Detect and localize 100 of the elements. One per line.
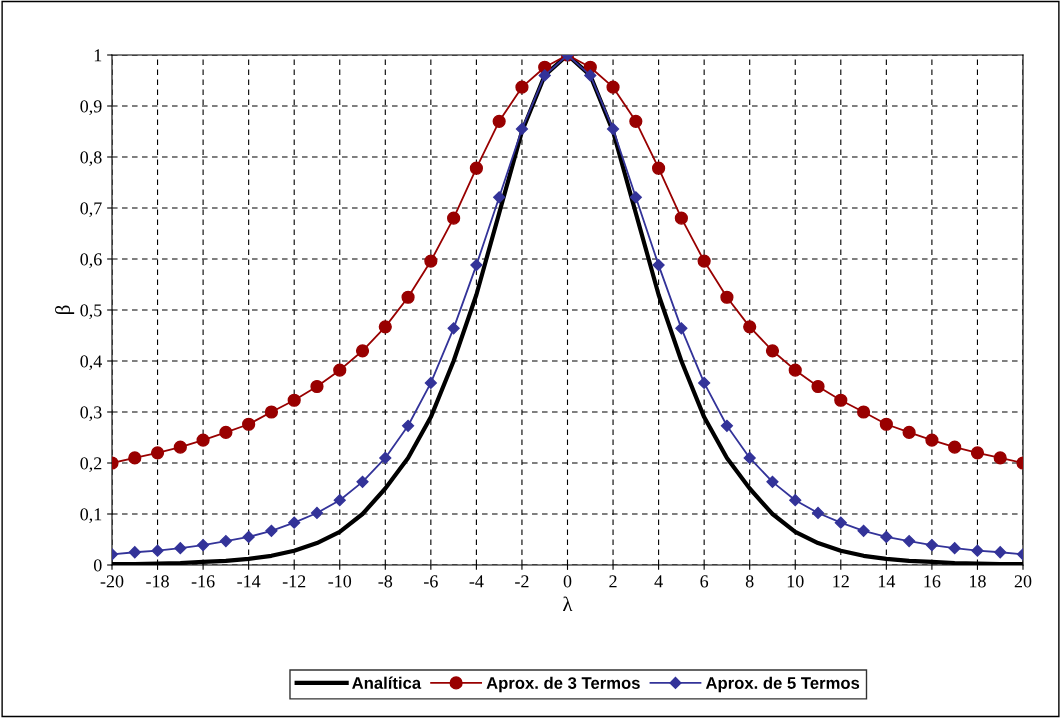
point (856, 405, 871, 419)
y-tick-label: 0,1 (80, 508, 102, 524)
y-tick-label: 0,4 (80, 355, 102, 371)
point (788, 363, 802, 377)
point (264, 405, 279, 419)
x-tick-label: -8 (378, 575, 393, 588)
point (720, 419, 734, 432)
x-tick-label: -12 (282, 575, 306, 588)
point (173, 440, 187, 454)
y-tick-label: 0,8 (80, 151, 102, 167)
point (652, 259, 665, 272)
point (197, 539, 210, 552)
point (743, 451, 756, 464)
point (265, 524, 278, 537)
point (515, 122, 529, 136)
point (447, 211, 461, 225)
y-tick-label: 0,6 (80, 253, 102, 269)
point (880, 530, 893, 544)
point (310, 506, 324, 520)
x-tick-label: 8 (745, 575, 754, 588)
point (333, 363, 347, 377)
legend-label: Aprox. de 5 Termos (705, 676, 860, 693)
point (857, 524, 870, 537)
point (606, 80, 620, 94)
x-tick-label: -16 (191, 575, 215, 588)
point (925, 539, 938, 552)
point (629, 114, 643, 128)
point (903, 534, 916, 548)
point (834, 516, 847, 529)
point (447, 322, 460, 335)
x-tick-label: -18 (146, 575, 169, 588)
point (993, 451, 1007, 465)
point (288, 516, 301, 529)
x-tick-label: 6 (700, 575, 709, 588)
x-tick-label: 14 (878, 575, 896, 588)
point (493, 191, 506, 204)
x-tick-label: -10 (328, 575, 352, 588)
point (948, 542, 961, 555)
point (925, 433, 939, 447)
point (424, 254, 438, 268)
x-tick-label: -4 (469, 575, 484, 588)
y-tick-label: 0,7 (80, 202, 102, 218)
x-tick-label: 18 (970, 575, 986, 588)
point (242, 417, 256, 431)
point (948, 440, 962, 454)
y-tick-label: 1 (94, 49, 102, 62)
point (970, 446, 985, 460)
legend-label: Aprox. de 3 Termos (486, 676, 640, 693)
point (652, 161, 666, 175)
x-tick-label: 12 (833, 575, 849, 588)
point (356, 475, 369, 488)
x-tick-label: 2 (609, 575, 617, 588)
x-tick-label: -14 (237, 575, 261, 588)
point (401, 419, 415, 432)
point (834, 393, 848, 407)
y-tick-label: 0 (93, 559, 102, 572)
point (743, 320, 757, 334)
point (128, 546, 141, 559)
point (128, 451, 142, 465)
x-tick-label: -20 (100, 575, 124, 588)
point (219, 425, 233, 439)
point (401, 290, 415, 304)
y-tick-label: 0,3 (80, 406, 102, 422)
x-tick-label: 16 (924, 575, 941, 588)
point (697, 254, 711, 268)
point (584, 69, 597, 82)
x-tick-label: 20 (1014, 575, 1032, 588)
y-axis-title: β (55, 305, 75, 314)
point (698, 376, 711, 390)
point (355, 344, 370, 358)
x-tick-label: 10 (787, 575, 804, 588)
point (287, 393, 301, 407)
point (469, 161, 483, 175)
y-tick-label: 0,9 (80, 100, 102, 116)
x-tick-label: -6 (424, 575, 438, 588)
point (538, 69, 551, 82)
point (470, 259, 483, 272)
point (902, 425, 916, 439)
x-tick-label: 4 (654, 575, 663, 588)
legend-label: Analítica (352, 676, 422, 689)
point (811, 379, 825, 394)
point (994, 546, 1007, 559)
point (720, 290, 734, 304)
point (811, 506, 825, 520)
point (515, 80, 529, 94)
point (196, 433, 210, 447)
point (879, 417, 893, 431)
point (492, 114, 506, 128)
point (424, 376, 437, 390)
point (174, 542, 187, 555)
point (789, 494, 802, 507)
point (219, 534, 232, 548)
point (151, 544, 164, 557)
x-tick-label: -2 (515, 575, 529, 588)
point (765, 344, 780, 358)
point (310, 379, 324, 394)
point (606, 122, 620, 136)
point (629, 191, 642, 204)
point (971, 544, 984, 557)
x-axis-title: λ (563, 596, 573, 612)
